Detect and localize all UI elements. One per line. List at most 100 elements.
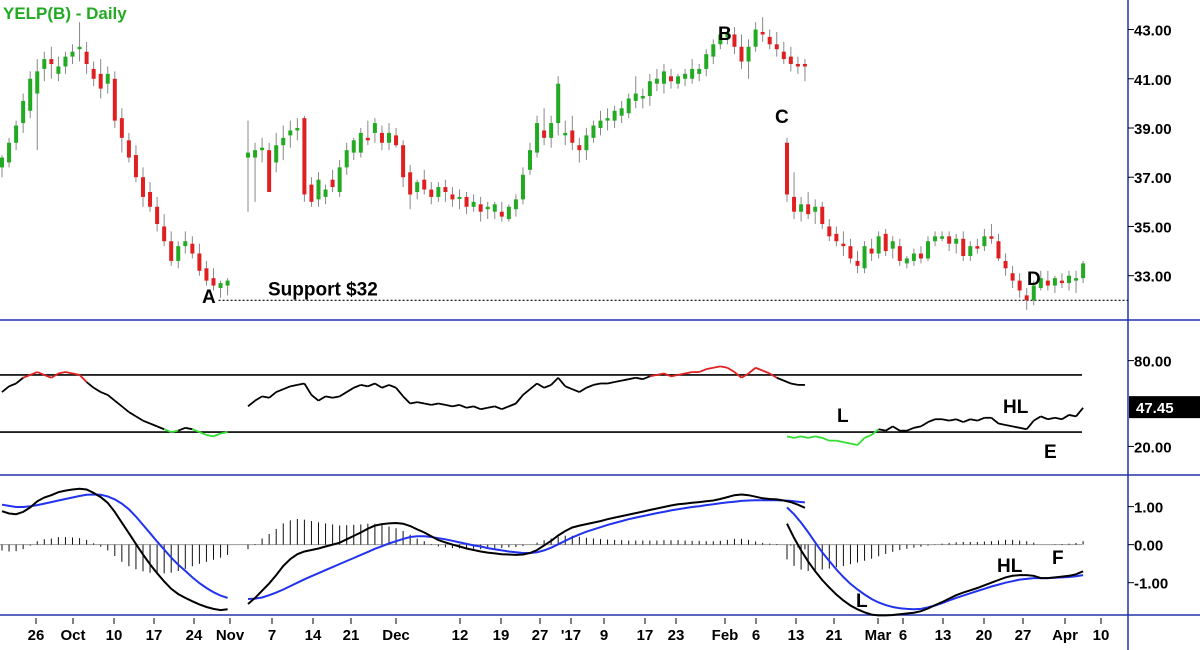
candle-body bbox=[478, 204, 483, 212]
rsi-line-segment bbox=[346, 387, 355, 393]
x-axis-tick-label: 27 bbox=[1015, 627, 1032, 644]
candle-body bbox=[890, 241, 895, 249]
rsi-line-segment bbox=[163, 428, 172, 433]
macd-y-tick-label: 0.00 bbox=[1134, 538, 1163, 555]
rsi-line-segment bbox=[955, 418, 964, 423]
candle-body bbox=[968, 246, 973, 256]
candle-body bbox=[1003, 260, 1008, 269]
candle-body bbox=[855, 260, 860, 266]
candle-body bbox=[7, 142, 12, 163]
candle-body bbox=[344, 150, 349, 168]
candle-body bbox=[792, 196, 797, 212]
rsi-line-segment bbox=[438, 402, 446, 406]
candle-body bbox=[661, 71, 666, 84]
rsi-line-segment bbox=[58, 371, 66, 375]
rsi-line-segment bbox=[325, 395, 333, 399]
rsi-annotation-L: L bbox=[837, 406, 849, 427]
rsi-line-segment bbox=[684, 371, 693, 375]
rsi-line-segment bbox=[206, 434, 214, 438]
candle-body bbox=[499, 211, 504, 217]
rsi-line-segment bbox=[793, 435, 802, 439]
candle-body bbox=[176, 246, 181, 261]
rsi-line-segment bbox=[948, 418, 957, 422]
candle-body bbox=[982, 236, 987, 247]
candle-body bbox=[204, 268, 209, 281]
rsi-line-segment bbox=[786, 435, 795, 439]
rsi-line-segment bbox=[1012, 425, 1020, 429]
x-axis-tick-label: 9 bbox=[600, 627, 608, 644]
rsi-line-segment bbox=[417, 401, 425, 405]
candle-body bbox=[739, 46, 744, 62]
candle-body bbox=[813, 206, 818, 212]
candle-body bbox=[225, 280, 230, 286]
rsi-line-segment bbox=[15, 377, 24, 385]
rsi-line-segment bbox=[220, 431, 228, 435]
candle-body bbox=[619, 108, 624, 116]
rsi-line-segment bbox=[310, 394, 320, 402]
candle-body bbox=[415, 182, 420, 192]
rsi-line-segment bbox=[607, 381, 615, 385]
candle-body bbox=[14, 125, 19, 143]
candle-body bbox=[647, 81, 652, 96]
rsi-line-segment bbox=[578, 387, 587, 393]
rsi-last-value: 47.45 bbox=[1136, 400, 1174, 417]
candle-body bbox=[42, 59, 47, 69]
rsi-line-segment bbox=[1, 385, 10, 393]
rsi-line-segment bbox=[128, 411, 137, 418]
price-y-tick-label: 33.00 bbox=[1134, 269, 1172, 286]
candle-body bbox=[774, 44, 779, 50]
rsi-line-segment bbox=[318, 395, 327, 402]
candle-body bbox=[63, 56, 68, 67]
rsi-line-segment bbox=[8, 382, 17, 388]
candle-body bbox=[633, 93, 638, 101]
rsi-line-segment bbox=[1068, 414, 1077, 418]
candle-body bbox=[732, 34, 737, 47]
candle-body bbox=[827, 226, 832, 237]
rsi-line-segment bbox=[878, 428, 886, 432]
rsi-line-segment bbox=[22, 374, 31, 379]
candle-body bbox=[169, 241, 174, 261]
price-y-tick-label: 43.00 bbox=[1134, 23, 1172, 40]
x-axis-tick-label: 23 bbox=[668, 627, 685, 644]
rsi-line-segment bbox=[353, 384, 362, 389]
candle-body bbox=[471, 201, 476, 207]
candle-body bbox=[704, 54, 709, 69]
rsi-line-segment bbox=[836, 439, 844, 443]
rsi-line-segment bbox=[550, 377, 559, 386]
rsi-y-tick-label: 80.00 bbox=[1134, 354, 1172, 371]
candle-body bbox=[408, 172, 413, 195]
rsi-line-segment bbox=[670, 374, 679, 378]
candle-body bbox=[372, 123, 377, 133]
rsi-line-segment bbox=[536, 382, 545, 389]
price-y-tick-label: 35.00 bbox=[1134, 219, 1172, 236]
rsi-line-segment bbox=[720, 365, 728, 369]
rsi-line-segment bbox=[114, 399, 123, 408]
rsi-line-segment bbox=[339, 391, 348, 398]
candle-body bbox=[316, 179, 321, 200]
candle-body bbox=[598, 120, 603, 128]
rsi-line-segment bbox=[93, 387, 102, 393]
rsi-line-segment bbox=[621, 378, 629, 382]
x-axis-tick-label: 21 bbox=[826, 627, 843, 644]
rsi-line-segment bbox=[1033, 415, 1042, 422]
candle-body bbox=[155, 206, 160, 224]
candle-body bbox=[676, 76, 681, 84]
rsi-line-segment bbox=[275, 388, 284, 393]
candle-body bbox=[862, 246, 867, 269]
candle-body bbox=[133, 155, 138, 178]
rsi-line-segment bbox=[424, 402, 432, 406]
x-axis-tick-label: 21 bbox=[343, 627, 360, 644]
candle-body bbox=[669, 76, 673, 82]
rsi-line-segment bbox=[192, 428, 200, 433]
rsi-line-segment bbox=[769, 372, 778, 379]
rsi-line-segment bbox=[388, 384, 397, 389]
candle-body bbox=[848, 246, 853, 259]
price-y-tick-label: 39.00 bbox=[1134, 121, 1172, 138]
candle-body bbox=[1024, 295, 1029, 301]
candle-body bbox=[77, 46, 82, 50]
candle-body bbox=[918, 253, 923, 259]
x-axis-tick-label: Apr bbox=[1052, 627, 1078, 644]
rsi-line-segment bbox=[487, 405, 495, 409]
rsi-line-segment bbox=[65, 371, 73, 375]
